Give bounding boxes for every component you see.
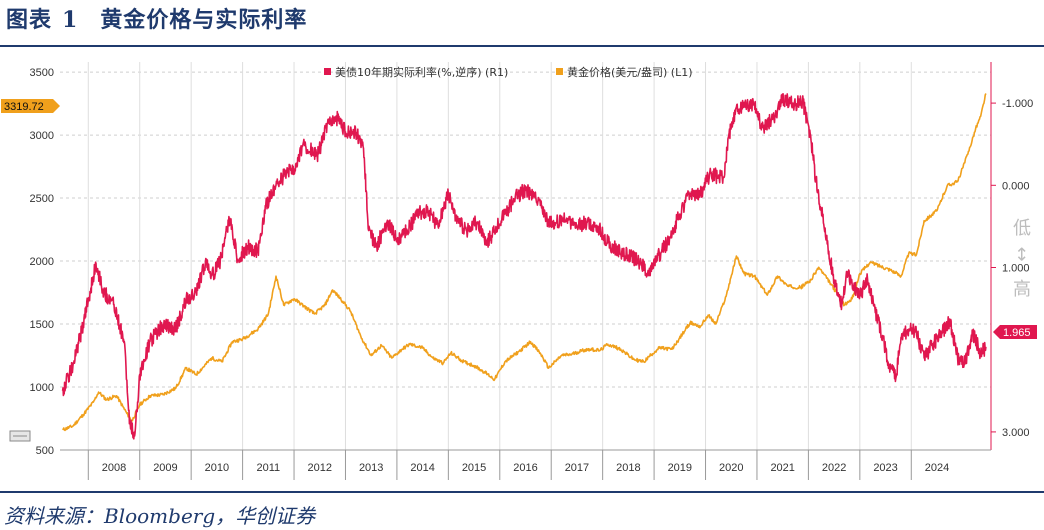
x-tick-label: 2021	[770, 462, 794, 474]
right-tick-label: 1.000	[1002, 263, 1030, 275]
x-tick-label: 2014	[410, 462, 434, 474]
left-tick-label: 1000	[30, 382, 54, 394]
right-tick-label: 3.000	[1002, 427, 1030, 439]
legend: 美债10年期实际利率(%,逆序) (R1) 黄金价格(美元/盎司) (L1)	[324, 65, 693, 79]
legend-label-rate: 美债10年期实际利率(%,逆序) (R1)	[335, 65, 508, 79]
x-tick-label: 2016	[513, 462, 537, 474]
right-tick-label: -1.000	[1002, 98, 1033, 110]
x-tick-label: 2019	[668, 462, 692, 474]
rate-last-value-tag: 1.965	[993, 325, 1037, 339]
left-tick-label: 2000	[30, 256, 54, 268]
left-tick-label: 1500	[30, 319, 54, 331]
x-tick-label: 2024	[925, 462, 949, 474]
x-axis: 2008 2009 2010 2011 2012 2013 2014 2015 2016 2017…	[60, 449, 991, 480]
left-tick-label: 3000	[30, 130, 54, 142]
legend-swatch-rate	[324, 68, 331, 75]
gold-price-line	[61, 93, 987, 432]
figure-title: 图表 1 黄金价格与实际利率	[6, 4, 307, 36]
x-tick-label: 2013	[359, 462, 383, 474]
x-tick-label: 2012	[308, 462, 332, 474]
rate-tag-value: 1.965	[1003, 327, 1031, 339]
gold-tag-shape	[1, 99, 60, 113]
x-tick-label: 2017	[565, 462, 589, 474]
figure-label: 图表	[6, 7, 53, 33]
side-label-arrow: ↔	[1011, 246, 1032, 261]
left-axis-ticks: 500 1000 1500 2000 2500 3000 3500	[30, 67, 54, 457]
x-tick-label: 2010	[205, 462, 229, 474]
right-tick-label: 0.000	[1002, 180, 1030, 192]
title-rule	[0, 45, 1044, 47]
x-tick-label: 2023	[873, 462, 897, 474]
chart-background	[0, 52, 1044, 484]
gold-last-value-tag: 3319.72	[1, 99, 60, 113]
chart-area: 500 1000 1500 2000 2500 3000 3500 -1.000 0.000 1…	[0, 52, 1044, 484]
gold-tag-value: 3319.72	[4, 101, 44, 113]
figure-number: 1	[62, 7, 79, 33]
x-tick-label: 2022	[822, 462, 846, 474]
series-layer	[61, 93, 987, 440]
x-tick-label: 2020	[719, 462, 743, 474]
side-label-high: 高	[1013, 279, 1031, 300]
source-note: 资料来源：Bloomberg，华创证券	[4, 504, 316, 528]
side-label-low: 低	[1013, 218, 1031, 239]
left-tick-label: 3500	[30, 67, 54, 79]
chart-corner-icon	[9, 430, 31, 442]
legend-label-gold: 黄金价格(美元/盎司) (L1)	[567, 65, 693, 79]
x-grid	[87, 62, 912, 450]
left-tick-label: 2500	[30, 193, 54, 205]
left-tick-label: 500	[36, 445, 54, 457]
x-tick-label: 2018	[616, 462, 640, 474]
x-tick-label: 2009	[153, 462, 177, 474]
legend-swatch-gold	[556, 68, 563, 75]
x-tick-label: 2008	[102, 462, 126, 474]
x-tick-label: 2011	[256, 462, 280, 474]
real-rate-line	[61, 93, 987, 440]
right-axis-ticks: -1.000 0.000 1.000 3.000	[991, 98, 1033, 439]
figure-title-text: 黄金价格与实际利率	[100, 7, 308, 33]
rate-tag-shape	[993, 325, 1037, 339]
source-rule	[0, 491, 1044, 493]
side-annotation: 低 ↔ 高	[1011, 218, 1032, 300]
x-tick-label: 2015	[462, 462, 486, 474]
